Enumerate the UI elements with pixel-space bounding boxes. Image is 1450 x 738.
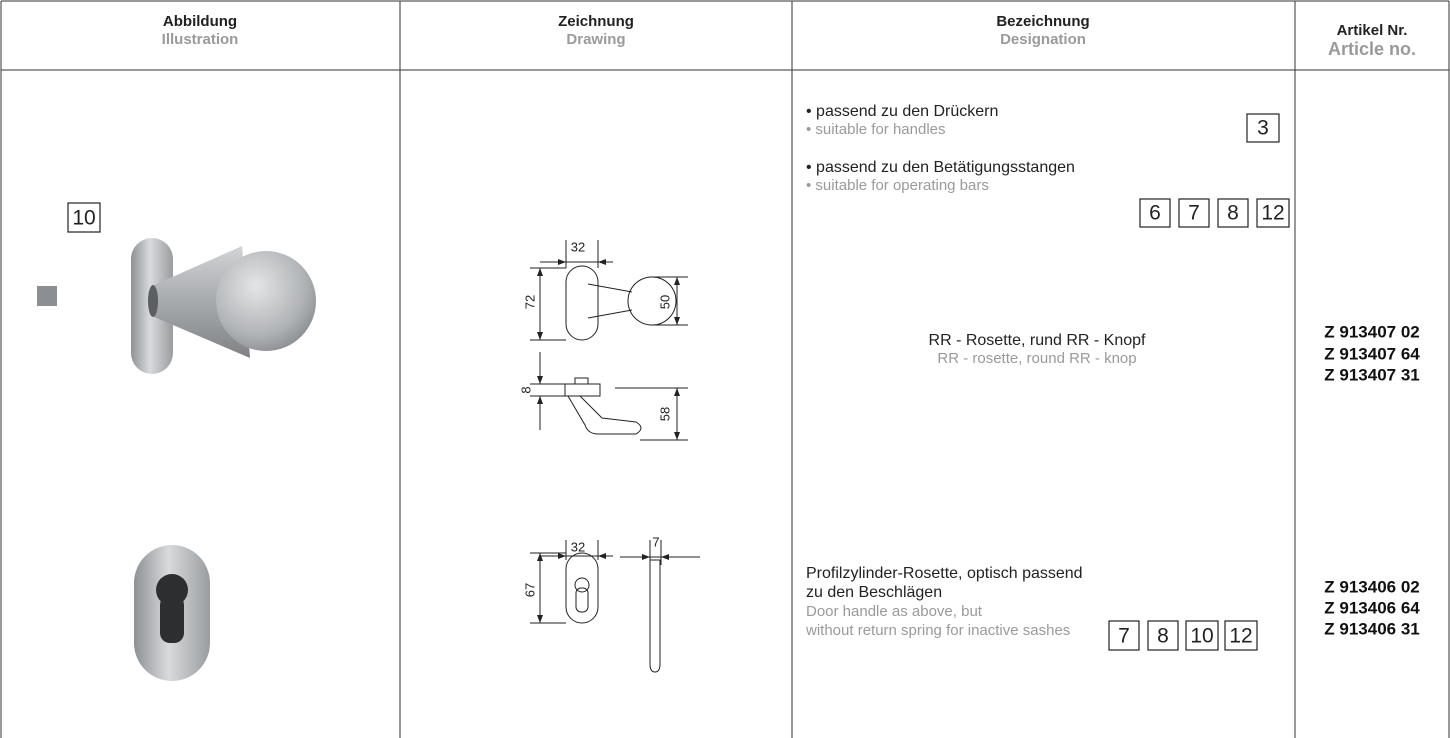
dimension: 7 xyxy=(652,534,659,549)
technical-drawing-part xyxy=(537,376,543,384)
reference-number: 10 xyxy=(1190,625,1213,648)
note-de: • passend zu den Betätigungsstangen xyxy=(806,159,1075,176)
technical-drawing-part xyxy=(530,352,688,441)
reference-box-part xyxy=(1224,620,1258,651)
technical-drawing-part xyxy=(530,540,613,624)
header-en: Designation xyxy=(1000,31,1086,48)
technical-drawing-part xyxy=(674,277,680,285)
article-number: Z 913407 64 xyxy=(1324,344,1420,363)
note-de: • passend zu den Drückern xyxy=(806,103,998,120)
reference-box-part xyxy=(1108,620,1140,651)
knob-photo-part xyxy=(216,251,316,351)
article-number: Z 913406 02 xyxy=(1324,577,1419,596)
reference-box-part xyxy=(1217,198,1249,228)
reference-box-part xyxy=(67,202,101,233)
technical-drawing-part xyxy=(620,540,700,565)
designation-de: zu den Beschlägen xyxy=(806,584,942,601)
article-number: Z 913406 64 xyxy=(1324,598,1420,617)
dimension: 67 xyxy=(522,583,537,597)
dimension: 72 xyxy=(522,295,537,309)
technical-drawing-part xyxy=(558,553,566,559)
technical-drawing-part xyxy=(598,259,606,265)
reference-box-part xyxy=(1147,620,1179,651)
technical-drawing-part xyxy=(649,559,661,673)
reference-number: 12 xyxy=(1229,625,1252,648)
designation-en: without return spring for inactive sashe… xyxy=(805,622,1070,639)
header-en: Illustration xyxy=(162,31,239,48)
technical-drawing-part xyxy=(642,554,650,560)
note-en: • suitable for handles xyxy=(806,121,946,138)
reference-box-part xyxy=(1246,113,1280,143)
reference-box-part xyxy=(1185,620,1219,651)
technical-drawing-part xyxy=(565,552,599,624)
technical-drawing-part xyxy=(537,268,543,276)
knob-photo xyxy=(131,238,316,374)
reference-number: 6 xyxy=(1149,202,1161,225)
technical-drawing-part xyxy=(565,265,599,341)
reference-number: 10 xyxy=(72,207,95,230)
reference-box: 3 xyxy=(1246,113,1280,143)
reference-number: 7 xyxy=(1188,202,1200,225)
designation-en: RR - rosette, round RR - knop xyxy=(937,350,1136,367)
color-swatch xyxy=(37,286,57,306)
header-en: Article no. xyxy=(1328,39,1416,59)
dimension: 32 xyxy=(571,239,585,254)
reference-number: 7 xyxy=(1118,625,1130,648)
escutcheon-photo xyxy=(134,545,210,681)
technical-drawing-part xyxy=(661,554,669,560)
header-de: Bezeichnung xyxy=(996,13,1089,30)
article-numbers: Z 913406 02 Z 913406 64 Z 913406 31 xyxy=(1324,577,1420,638)
technical-drawing-part xyxy=(530,240,688,341)
header-de: Abbildung xyxy=(163,13,237,30)
dimension: 58 xyxy=(657,407,672,421)
reference-box-part xyxy=(1256,198,1290,228)
designation-de: RR - Rosette, rund RR - Knopf xyxy=(929,332,1147,349)
reference-number: 3 xyxy=(1257,117,1269,140)
technical-drawing-part xyxy=(537,553,543,561)
technical-drawing-part xyxy=(537,396,543,404)
article-number: Z 913407 02 xyxy=(1324,322,1419,341)
technical-drawing-part xyxy=(567,395,642,435)
article-number: Z 913406 31 xyxy=(1324,619,1419,638)
reference-box-part xyxy=(1139,198,1171,228)
technical-drawing-part xyxy=(537,332,543,340)
dimension: 8 xyxy=(518,386,533,393)
header-de: Zeichnung xyxy=(558,13,634,30)
header-de: Artikel Nr. xyxy=(1337,22,1408,39)
technical-drawing-part xyxy=(537,615,543,623)
reference-number: 8 xyxy=(1227,202,1239,225)
technical-drawing-part xyxy=(674,388,680,396)
reference-box: 10 xyxy=(67,202,101,233)
technical-drawing-part xyxy=(574,577,590,593)
designation-en: Door handle as above, but xyxy=(806,603,983,620)
technical-drawing: 32 72 50 8 58 xyxy=(518,239,688,441)
technical-drawing-part xyxy=(558,259,566,265)
escutcheon-photo-part xyxy=(160,595,184,643)
dimension: 50 xyxy=(657,295,672,309)
reference-box: 7 8 10 12 xyxy=(1108,620,1258,651)
article-numbers: Z 913407 02 Z 913407 64 Z 913407 31 xyxy=(1324,322,1420,384)
reference-box-part xyxy=(1178,198,1210,228)
header-en: Drawing xyxy=(566,31,625,48)
designation-de: Profilzylinder-Rosette, optisch passend xyxy=(806,565,1083,582)
knob-photo-part xyxy=(148,285,158,317)
article-number: Z 913407 31 xyxy=(1324,365,1419,384)
technical-drawing-part xyxy=(598,553,606,559)
dimension: 32 xyxy=(571,539,585,554)
table-header: Abbildung Illustration Zeichnung Drawing… xyxy=(162,13,1416,59)
technical-drawing-part xyxy=(674,432,680,440)
technical-drawing-part xyxy=(575,587,589,613)
technical-drawing-part xyxy=(564,377,601,397)
reference-number: 8 xyxy=(1157,625,1169,648)
technical-drawing: 32 7 67 xyxy=(522,534,700,673)
technical-drawing-part xyxy=(674,317,680,325)
technical-drawing-part xyxy=(587,283,633,319)
reference-box: 6 7 8 12 xyxy=(1139,198,1290,228)
reference-number: 12 xyxy=(1261,202,1284,225)
note-en: • suitable for operating bars xyxy=(806,177,989,194)
